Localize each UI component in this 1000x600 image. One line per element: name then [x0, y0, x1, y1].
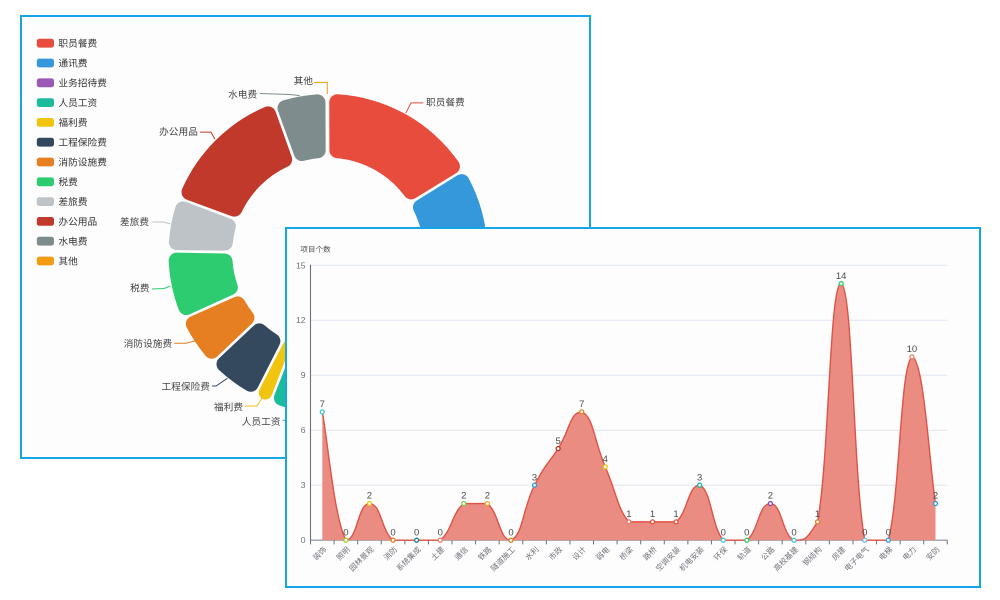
svg-text:5: 5 — [555, 436, 560, 447]
svg-text:1: 1 — [650, 509, 655, 520]
svg-text:6: 6 — [301, 425, 306, 435]
svg-text:0: 0 — [414, 527, 419, 538]
svg-text:1: 1 — [626, 509, 631, 520]
svg-text:0: 0 — [343, 527, 348, 538]
svg-text:3: 3 — [301, 480, 306, 490]
svg-text:2: 2 — [367, 491, 372, 502]
svg-text:0: 0 — [438, 527, 443, 538]
svg-text:0: 0 — [862, 527, 867, 538]
svg-text:2: 2 — [768, 491, 773, 502]
svg-text:12: 12 — [296, 315, 306, 325]
svg-text:3: 3 — [697, 472, 702, 483]
svg-text:15: 15 — [296, 260, 306, 270]
svg-text:7: 7 — [579, 399, 584, 410]
svg-text:0: 0 — [390, 527, 395, 538]
svg-text:10: 10 — [907, 344, 918, 355]
svg-text:0: 0 — [791, 527, 796, 538]
svg-text:1: 1 — [673, 509, 678, 520]
svg-text:2: 2 — [933, 491, 938, 502]
svg-text:4: 4 — [603, 454, 608, 465]
svg-text:0: 0 — [301, 535, 306, 545]
svg-text:0: 0 — [886, 527, 891, 538]
svg-text:9: 9 — [301, 370, 306, 380]
svg-text:0: 0 — [721, 527, 726, 538]
svg-text:2: 2 — [461, 491, 466, 502]
svg-text:2: 2 — [485, 491, 490, 502]
svg-text:14: 14 — [836, 271, 847, 282]
svg-text:3: 3 — [532, 472, 537, 483]
svg-text:1: 1 — [815, 509, 820, 520]
svg-text:7: 7 — [320, 399, 325, 410]
svg-text:0: 0 — [744, 527, 749, 538]
svg-text:0: 0 — [508, 527, 513, 538]
